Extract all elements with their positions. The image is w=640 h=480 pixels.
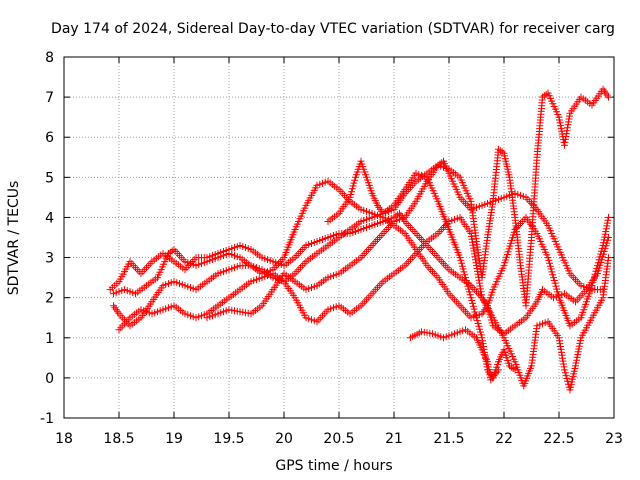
x-tick-label: 23 (605, 431, 623, 447)
y-axis-label: SDTVAR / TECUs (6, 181, 22, 296)
data-point (348, 185, 356, 193)
data-point (487, 313, 495, 321)
data-point (604, 216, 612, 224)
data-point (473, 314, 480, 322)
data-point (591, 270, 599, 278)
data-point (495, 366, 502, 374)
data-point (546, 259, 554, 267)
data-point (469, 299, 477, 307)
tick-labels: 18 18.5 19 19.5 20 20.5 21 21.5 22 22.5 23-1012345… (40, 50, 623, 447)
data-point (459, 265, 467, 273)
x-tick-label: 22.5 (543, 431, 574, 447)
y-tick-label: 2 (45, 291, 54, 307)
data-point (462, 274, 469, 282)
data-point (468, 297, 476, 304)
x-tick-label: 22 (495, 431, 513, 447)
data-point (348, 188, 356, 196)
data-point (551, 279, 559, 287)
data-point (476, 328, 484, 336)
data-point (485, 307, 493, 315)
data-point (465, 288, 473, 296)
data-point (473, 317, 481, 325)
data-point (589, 279, 597, 287)
y-tick-label: 6 (45, 130, 54, 146)
y-tick-label: -1 (40, 411, 54, 427)
data-point (463, 279, 471, 287)
x-tick-label: 19 (165, 431, 183, 447)
data-point (562, 372, 570, 380)
x-tick-label: 18.5 (103, 431, 134, 447)
y-tick-label: 4 (45, 210, 54, 226)
data-point (464, 282, 472, 290)
y-tick-label: 3 (45, 251, 54, 267)
series-trace-7 (407, 326, 502, 384)
y-tick-label: 8 (45, 50, 54, 66)
data-point (590, 276, 598, 284)
data-point (545, 256, 553, 264)
x-tick-label: 20 (275, 431, 293, 447)
series-trace-2 (110, 157, 607, 330)
data-point (597, 247, 605, 255)
series-trace-4 (115, 213, 612, 334)
data-point (547, 265, 555, 273)
chart-title: Day 174 of 2024, Sidereal Day-to-day VTE… (51, 21, 615, 37)
data-point (564, 377, 572, 385)
data-point (599, 286, 607, 294)
data-point (561, 369, 569, 377)
y-tick-label: 7 (45, 90, 54, 106)
data-point (470, 305, 478, 313)
data-point (165, 250, 172, 257)
data-point (553, 288, 561, 296)
series-trace-3 (110, 177, 612, 338)
x-tick-label: 20.5 (323, 431, 354, 447)
data-point (475, 322, 483, 330)
data-point (605, 213, 612, 221)
data-point (511, 366, 519, 374)
x-tick-label: 18 (55, 431, 73, 447)
data-point (498, 148, 506, 156)
data-point (466, 291, 474, 299)
x-tick-label: 21.5 (433, 431, 464, 447)
data-point (168, 247, 176, 255)
data-point (471, 308, 479, 316)
x-tick-label: 19.5 (213, 431, 244, 447)
data-point (592, 267, 600, 275)
data-point (598, 244, 606, 252)
data-point (594, 259, 602, 267)
y-tick-label: 0 (45, 371, 54, 387)
data-point (539, 93, 546, 101)
data-point (552, 282, 560, 290)
data-point (605, 254, 612, 262)
data-point (457, 256, 465, 264)
data-point (605, 93, 612, 101)
data-point (542, 90, 550, 98)
data-point (596, 253, 604, 261)
data-point (549, 271, 557, 279)
y-tick-label: 1 (45, 331, 54, 347)
data-point (487, 316, 495, 324)
y-tick-label: 5 (45, 170, 54, 186)
data-points (106, 85, 612, 394)
data-point (550, 274, 557, 282)
data-point (495, 145, 502, 153)
data-point (554, 291, 562, 299)
data-point (477, 331, 485, 339)
series-trace-5 (203, 85, 612, 322)
data-point (461, 271, 469, 279)
data-point (506, 362, 513, 370)
x-axis-label: GPS time / hours (275, 458, 392, 474)
data-point (458, 259, 466, 267)
x-tick-label: 21 (385, 431, 403, 447)
data-point (350, 179, 358, 187)
data-point (594, 262, 601, 270)
data-point (438, 159, 446, 167)
data-point (346, 193, 354, 201)
data-point (351, 176, 359, 184)
data-point (509, 365, 517, 372)
data-point (394, 211, 402, 219)
